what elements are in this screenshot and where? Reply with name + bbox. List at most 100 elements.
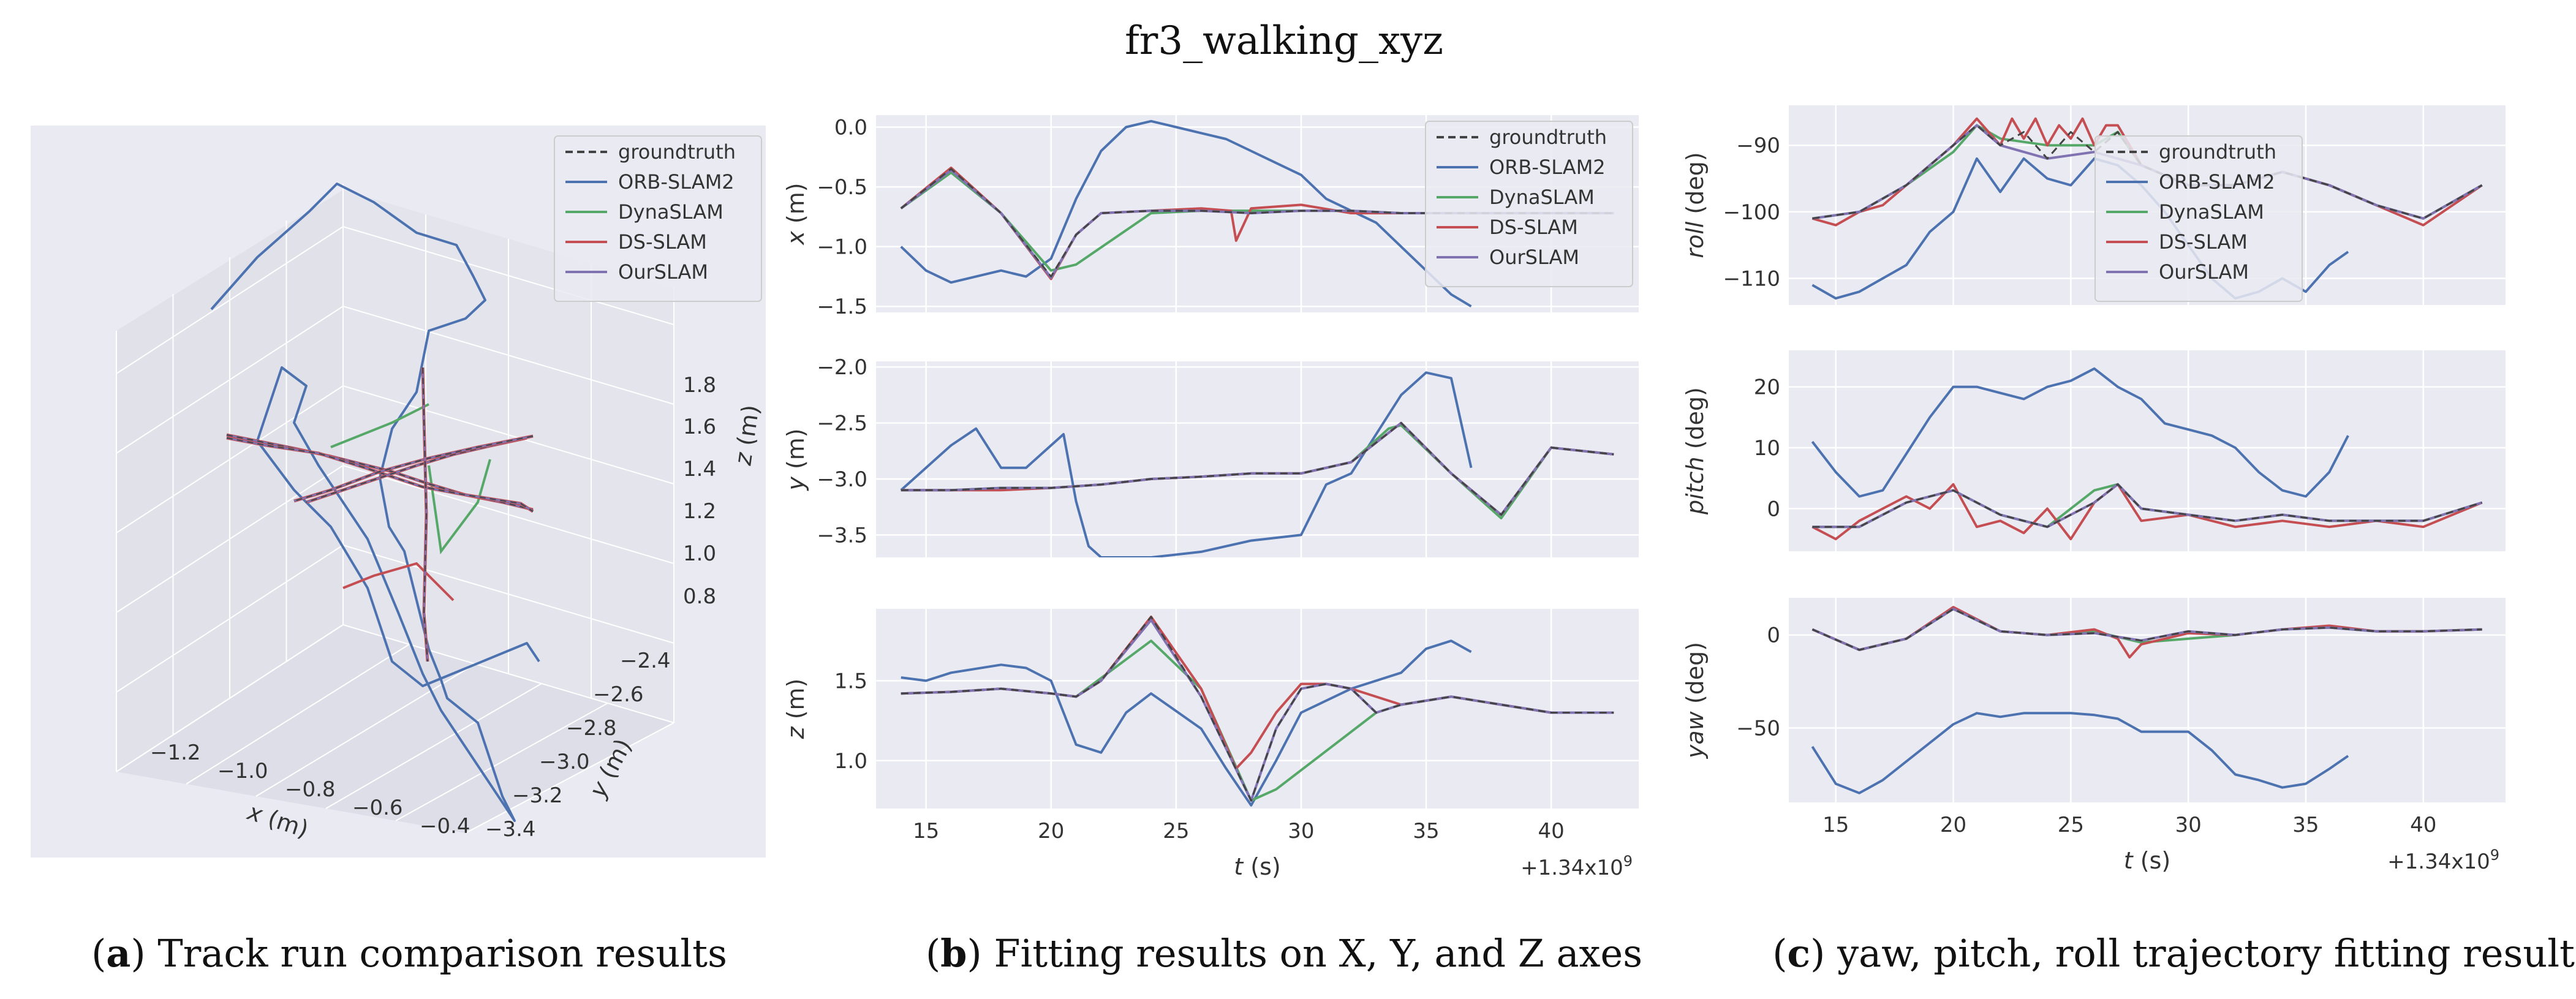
panel-c-yaw-series-groundtruth [1811,608,2482,651]
panel-b-x-legend-label-ds-slam: DS-SLAM [1489,216,1578,239]
panel-a-series-groundtruth-3 [293,435,534,502]
panel-b-x-legend-label-ourslam: OurSLAM [1489,246,1579,269]
panel-b-z-ytick-label: 1.0 [834,749,867,774]
caption-b-text: Fitting results on X, Y, and Z axes [982,931,1642,976]
panel-a-zlabel: z (m) [729,403,764,467]
caption-b: (b) Fitting results on X, Y, and Z axes [926,931,1642,976]
panel-c-pitch-ytick-label: 0 [1767,497,1780,521]
panel-b-y-series-orb-slam2 [900,371,1473,557]
panel-c-yaw: 0 −50 yaw (deg) 15 20 25 30 35 40 t (s) +1.34x109 [1682,598,2506,874]
panel-a-floor [116,625,674,833]
panel-b-z-series-orb-slam2 [901,639,1472,807]
panel-b-y-ytick-label: −3.5 [817,523,867,548]
panel-a-3d-plot: 0.81.01.21.41.61.8z (m)−1.2−1.0−0.8−0.6−… [31,126,766,858]
panel-c-roll-legend-frame [2094,135,2303,302]
panel-a-series-dynaslam-2 [428,459,491,555]
panel-b-y: −2.0 −2.5 −3.0 −3.5 y (m) [782,355,1639,557]
panel-c-yaw-background [1789,598,2506,802]
panel-c-roll: −90 −100 −110 roll (deg) groundtruth ORB-SLAM… [1682,105,2506,305]
panel-c-roll-legend: groundtruth ORB-SLAM2 DynaSLAM DS-SLAM OurSL… [2094,135,2303,302]
panel-a-ytick-label: −2.8 [566,716,617,741]
panel-b-x-ytick-label: 0.0 [834,116,867,140]
panel-b-z-xtick-label: 20 [1038,819,1064,843]
panel-b-z-ytick-label: 1.5 [834,669,867,693]
panel-b-x-ytick-label: −0.5 [817,175,867,200]
panel-c-roll-ytick-label: −100 [1723,200,1780,225]
panel-a-ytick-label: −3.4 [485,817,536,842]
panel-b-x-ytick-label: −1.0 [817,235,867,260]
panel-c-yaw-xtick-label: 25 [2058,813,2084,837]
panel-a-series-groundtruth-2 [306,437,527,503]
panel-b-z-ylabel: z (m) [782,679,809,740]
panel-b-z-xtick-label: 15 [913,819,939,843]
panel-a-ztick-label: 1.8 [683,373,716,398]
panel-b-z-background [876,609,1639,809]
panel-a-ytick-label: −2.6 [593,682,644,707]
panel-c-yaw-xlabel: t (s) [2124,847,2170,874]
panel-c-yaw-series-orb-slam2 [1811,712,2349,794]
panel-b-x-legend-label-groundtruth: groundtruth [1489,126,1607,149]
caption-a-text: Track run comparison results [146,931,727,976]
panel-a-ztick-label: 1.2 [683,499,716,524]
panel-c-yaw-xtick-label: 20 [1940,813,1966,837]
panel-b-y-ytick-label: −2.0 [817,355,867,380]
panel-c-pitch-ytick-label: 20 [1754,375,1780,400]
panel-b-x-ytick-label: −1.5 [817,295,867,319]
panel-a-legend-frame [554,135,762,302]
panel-b-z-xtick-label: 40 [1538,819,1564,843]
panel-a-grid [255,663,476,797]
panel-b-x-legend: groundtruth ORB-SLAM2 DynaSLAM DS-SLAM OurSL… [1425,121,1633,287]
panel-c-roll-ytick-label: −110 [1723,267,1780,292]
panel-a-grid [186,644,410,785]
panel-b-y-background [876,361,1639,557]
panel-b-x-legend-label-dynaslam: DynaSLAM [1489,186,1595,209]
panel-c-pitch-series-ds-slam [1811,483,2483,541]
panel-a-series-groundtruth-4 [422,367,428,662]
caption-c-text: yaw, pitch, roll trajectory fitting resu… [1825,931,2576,976]
panel-c-yaw-ytick-label: 0 [1767,624,1780,648]
caption-a-letter: a [106,931,130,976]
panel-b-x: 0.0 −0.5 −1.0 −1.5 x (m) groundtruth ORB-SLAM2… [782,115,1639,319]
panel-c-pitch-series-groundtruth [1812,483,2483,528]
panel-c-roll-legend-label-orb-slam2: ORB-SLAM2 [2159,170,2275,194]
panel-c-yaw-x-offset: +1.34x109 [2387,846,2499,874]
panel-a-ytick-label: −3.0 [539,750,590,774]
panel-b-x-series-orb-slam2 [900,119,1472,307]
panel-a-series-orb-slam2 [210,183,540,822]
panel-b-z-xtick-label: 25 [1163,819,1189,843]
panel-a-grid [395,703,608,821]
panel-a-legend-label-groundtruth: groundtruth [618,140,736,164]
panel-a-legend-label-dynaslam: DynaSLAM [618,200,723,224]
panel-a-series-dynaslam [330,403,429,448]
panel-c-yaw-xtick-label: 35 [2292,813,2319,837]
panel-a-xtick-label: −0.8 [285,777,336,802]
panel-c-roll-legend-label-groundtruth: groundtruth [2159,140,2276,164]
panel-a-legend: groundtruth ORB-SLAM2 DynaSLAM DS-SLAM OurSL… [554,135,762,302]
panel-c-roll-legend-label-ourslam: OurSLAM [2159,260,2249,284]
panel-a-ytick-label: −3.2 [512,783,563,808]
panel-b-y-ytick-label: −3.0 [817,467,867,492]
panel-c-roll-legend-label-ds-slam: DS-SLAM [2159,230,2248,254]
panel-c-pitch: 20 10 0 pitch (deg) [1682,350,2506,551]
caption-b-letter: b [940,931,967,976]
panel-c-yaw-ylabel: yaw (deg) [1682,642,1709,759]
panel-c-pitch-ylabel: pitch (deg) [1682,387,1709,515]
caption-c: (c) yaw, pitch, roll trajectory fitting … [1772,931,2576,976]
panel-b-z: 1.5 1.0 z (m) 15 20 25 30 35 40 t (s) +1.34x109 [782,609,1639,880]
panels-2d: 0.0 −0.5 −1.0 −1.5 x (m) groundtruth ORB-SLAM2… [782,105,2506,880]
panel-a-grid [465,722,674,834]
panel-a-xtick-label: −0.6 [352,796,403,820]
caption-a: (a) Track run comparison results [91,931,727,976]
caption-c-letter: c [1787,931,1810,976]
figure-title: fr3_walking_xyz [1125,18,1443,64]
panel-a-grid [116,624,344,772]
panel-a-xtick-label: −1.2 [150,741,201,765]
panel-b-z-xlabel: t (s) [1234,853,1280,880]
panel-a-ztick-label: 1.4 [683,457,716,481]
panel-a-legend-label-ds-slam: DS-SLAM [618,230,707,254]
panel-c-pitch-ytick-label: 10 [1754,436,1780,461]
panel-c-yaw-xtick-label: 15 [1822,813,1849,837]
panel-b-z-xtick-label: 35 [1413,819,1439,843]
panel-b-z-x-offset: +1.34x109 [1520,853,1633,880]
